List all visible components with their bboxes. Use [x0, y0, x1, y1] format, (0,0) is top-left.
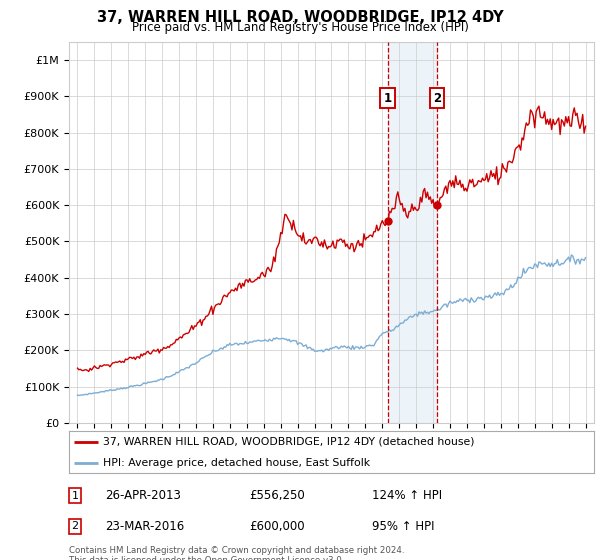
Text: 124% ↑ HPI: 124% ↑ HPI: [372, 489, 442, 502]
Text: 1: 1: [383, 92, 392, 105]
Bar: [388, 42, 437, 423]
Text: 37, WARREN HILL ROAD, WOODBRIDGE, IP12 4DY (detached house): 37, WARREN HILL ROAD, WOODBRIDGE, IP12 4…: [103, 437, 475, 447]
Text: 95% ↑ HPI: 95% ↑ HPI: [372, 520, 434, 533]
Text: 23-MAR-2016: 23-MAR-2016: [105, 520, 184, 533]
Text: Price paid vs. HM Land Registry's House Price Index (HPI): Price paid vs. HM Land Registry's House …: [131, 21, 469, 34]
Text: HPI: Average price, detached house, East Suffolk: HPI: Average price, detached house, East…: [103, 458, 370, 468]
Text: Contains HM Land Registry data © Crown copyright and database right 2024.
This d: Contains HM Land Registry data © Crown c…: [69, 546, 404, 560]
Text: 37, WARREN HILL ROAD, WOODBRIDGE, IP12 4DY: 37, WARREN HILL ROAD, WOODBRIDGE, IP12 4…: [97, 10, 503, 25]
Text: £600,000: £600,000: [249, 520, 305, 533]
Text: £556,250: £556,250: [249, 489, 305, 502]
Text: 26-APR-2013: 26-APR-2013: [105, 489, 181, 502]
Text: 2: 2: [433, 92, 441, 105]
Text: 2: 2: [71, 521, 79, 531]
Text: 1: 1: [71, 491, 79, 501]
